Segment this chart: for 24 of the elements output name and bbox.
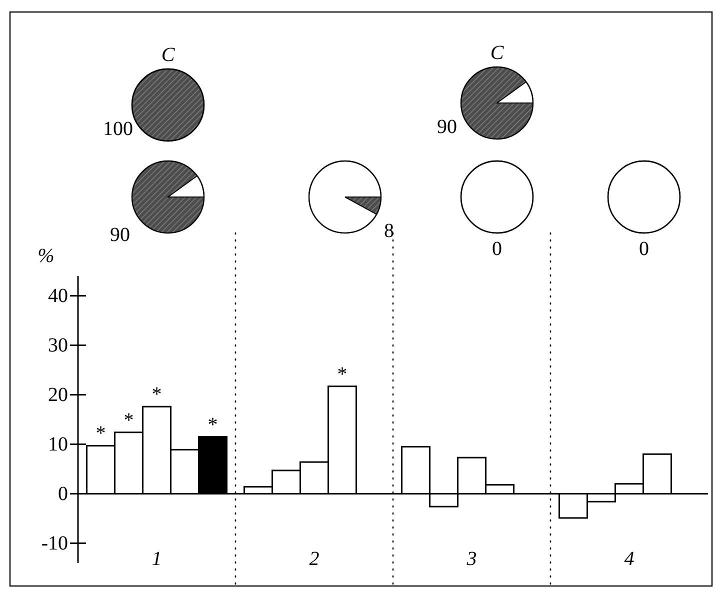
x-tick-label: 4 [624, 548, 634, 570]
text: 0 [639, 238, 649, 260]
chart-title: C [490, 42, 504, 64]
y-tick-label: 40 [48, 285, 68, 308]
x-tick-label: 2 [309, 548, 320, 570]
data-label: * [124, 409, 134, 432]
y-tick-label: 10 [48, 434, 68, 456]
text: 0 [492, 238, 502, 260]
chart-title: C [161, 44, 176, 66]
data-label: 8 [384, 220, 394, 242]
x-tick-label: 3 [466, 548, 477, 570]
y-tick-label: 20 [48, 384, 68, 406]
data-label: 100 [103, 118, 133, 140]
data-label: * [337, 363, 348, 386]
data-label: * [208, 414, 218, 436]
y-tick-label: 0 [58, 483, 68, 506]
data-label: 90 [110, 224, 130, 246]
y-tick-label: -10 [41, 532, 68, 555]
y-tick-label: 30 [48, 334, 68, 357]
y-axis-title: % [38, 245, 54, 267]
data-label: * [152, 384, 162, 406]
x-tick-label: 1 [152, 548, 162, 570]
data-label: * [96, 422, 106, 445]
data-label: 90 [437, 116, 457, 138]
